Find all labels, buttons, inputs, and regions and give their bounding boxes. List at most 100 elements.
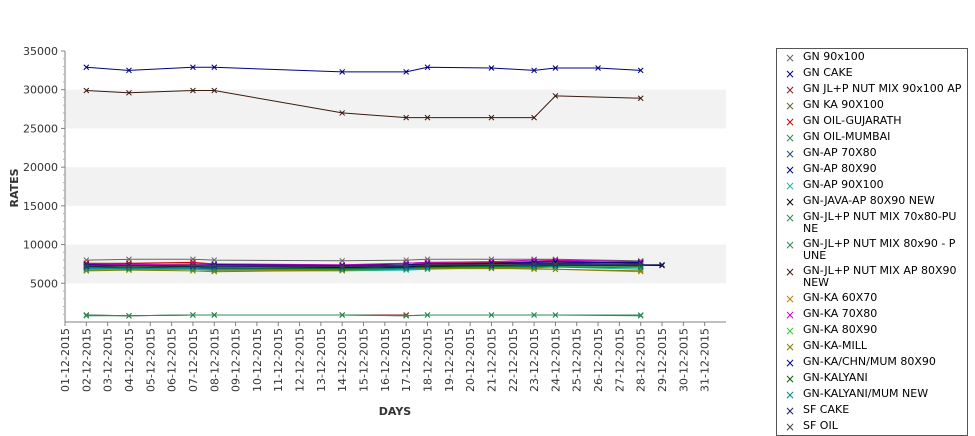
data-point	[403, 312, 410, 318]
x-tick-label: 01-12-2015	[59, 328, 72, 392]
data-point	[339, 110, 346, 116]
legend-label: SF CAKE	[803, 403, 850, 416]
legend-item: × GN-AP 90X100	[777, 178, 967, 193]
data-point	[637, 95, 644, 102]
x-tick-label: 17-12-2015	[400, 328, 413, 392]
series-15	[83, 257, 644, 268]
legend-marker-icon: ×	[784, 324, 796, 338]
legend-marker-icon: ×	[784, 179, 796, 193]
legend-label: GN OIL-GUJARATH	[803, 114, 902, 127]
legend-marker-icon: ×	[784, 238, 796, 252]
data-point	[126, 263, 132, 270]
legend-item: × SF OIL	[777, 419, 967, 434]
data-point	[190, 262, 196, 269]
legend-item: × GN-KA 70X80	[777, 308, 967, 322]
data-point	[531, 67, 537, 74]
legend-item: × GN OIL-GUJARATH	[777, 114, 967, 129]
legend-label: GN OIL-MUMBAI	[803, 130, 891, 143]
y-tick-label: 20000	[23, 161, 58, 174]
x-tick-label: 04-12-2015	[123, 328, 136, 392]
x-tick-label: 11-12-2015	[272, 328, 285, 392]
data-point	[637, 67, 644, 74]
legend-label: GN-KA 80X90	[803, 323, 878, 336]
x-tick-label: 24-12-2015	[549, 328, 562, 392]
x-tick-label: 23-12-2015	[528, 328, 541, 392]
data-point	[339, 69, 346, 75]
legend-item: × GN-JL+P NUT MIX 80x90 - PUNE	[777, 238, 967, 262]
series-22	[83, 261, 644, 270]
legend-item: × GN-KA/CHN/MUM 80X90	[777, 356, 967, 370]
x-axis-label: DAYS	[379, 405, 412, 418]
data-point	[126, 67, 132, 74]
y-tick-label: 30000	[23, 84, 58, 97]
legend-label: GN CAKE	[803, 66, 853, 79]
data-point	[403, 262, 410, 269]
x-tick-label: 16-12-2015	[379, 328, 392, 392]
data-point	[552, 312, 559, 318]
x-tick-label: 26-12-2015	[592, 328, 605, 392]
x-tick-label: 19-12-2015	[443, 328, 456, 392]
x-tick-label: 22-12-2015	[507, 328, 520, 392]
plot-bands	[65, 89, 726, 284]
data-point	[531, 261, 537, 268]
x-tick-label: 09-12-2015	[230, 328, 243, 392]
data-point	[424, 312, 431, 318]
data-point	[83, 312, 90, 319]
data-point	[659, 262, 665, 269]
legend-marker-icon: ×	[784, 372, 796, 386]
legend-marker-icon: ×	[784, 131, 796, 145]
data-point	[190, 64, 196, 71]
data-point	[403, 69, 410, 75]
legend-label: GN-KALYANI/MUM NEW	[803, 387, 929, 400]
x-tick-label: 15-12-2015	[358, 328, 371, 392]
legend-item: × GN KA 90X100	[777, 99, 967, 113]
x-tick-label: 05-12-2015	[144, 328, 157, 392]
data-point	[211, 312, 218, 318]
x-axis: 01-12-2015 02-12-2015 03-12-2015 04-12-2015…	[59, 322, 712, 392]
data-point	[552, 65, 559, 71]
legend-label: GN-JL+P NUT MIX 70x80-PUNE	[803, 210, 957, 235]
data-point	[659, 261, 665, 268]
legend-marker-icon: ×	[784, 420, 796, 434]
legend-item: × GN-KALYANI/MUM NEW	[777, 387, 967, 402]
series-2	[83, 64, 644, 75]
y-tick-label: 35000	[23, 45, 58, 58]
data-point	[488, 312, 495, 318]
legend-marker-icon: ×	[784, 388, 796, 402]
legend-item: × GN-JAVA-AP 80X90 NEW	[777, 195, 967, 209]
legend-item: × GN-KA-MILL	[777, 340, 967, 354]
data-point	[403, 114, 410, 121]
data-point	[424, 261, 431, 268]
data-point	[190, 263, 196, 270]
legend-marker-icon: ×	[784, 83, 796, 97]
y-tick-label: 5000	[30, 277, 58, 290]
legend-item: × GN JL+P NUT MIX 90x100 AP	[777, 83, 967, 97]
x-tick-label: 06-12-2015	[166, 328, 179, 392]
data-point	[531, 261, 537, 267]
x-tick-label: 29-12-2015	[656, 328, 669, 392]
data-point	[531, 114, 537, 121]
legend-label: SF OIL	[803, 419, 838, 432]
legend-label: GN-AP 80X90	[803, 162, 877, 175]
x-tick-label: 03-12-2015	[102, 328, 115, 392]
x-tick-label: 02-12-2015	[80, 328, 93, 392]
data-point	[211, 263, 218, 270]
x-tick-label: 20-12-2015	[464, 328, 477, 392]
x-tick-label: 12-12-2015	[294, 328, 307, 392]
data-point	[424, 114, 431, 121]
grid-band	[65, 89, 726, 129]
grid-band	[65, 167, 726, 206]
legend-label: GN-AP 90X100	[803, 178, 884, 191]
legend-marker-icon: ×	[784, 67, 796, 81]
data-point	[126, 89, 132, 96]
data-point	[339, 263, 346, 270]
data-point	[424, 262, 431, 269]
x-tick-label: 13-12-2015	[315, 328, 328, 392]
data-point	[552, 261, 559, 267]
data-point	[126, 262, 132, 269]
legend-label: GN-AP 70X80	[803, 146, 877, 159]
x-tick-label: 18-12-2015	[421, 328, 434, 392]
legend-item: × GN-KA 80X90	[777, 323, 967, 338]
legend-label: GN 90x100	[803, 50, 865, 63]
series-line	[86, 66, 641, 73]
